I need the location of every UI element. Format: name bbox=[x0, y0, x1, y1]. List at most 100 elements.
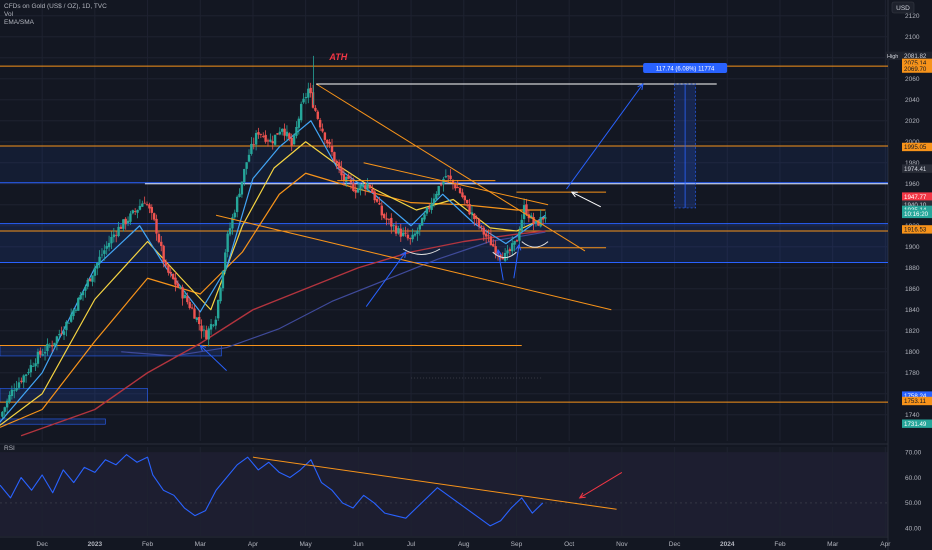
candle-body bbox=[190, 307, 194, 309]
price-label: 1995.05 bbox=[904, 144, 927, 151]
y-tick-label: 1860 bbox=[905, 286, 920, 293]
candle-body bbox=[378, 203, 381, 205]
legend-symbol[interactable]: CFDs on Gold (US$ / OZ), 1D, TVC bbox=[4, 3, 107, 10]
rsi-tick-label: 60.00 bbox=[905, 475, 922, 482]
candle-body bbox=[297, 118, 301, 128]
candle-body bbox=[406, 234, 410, 239]
rsi-title[interactable]: RSI bbox=[4, 445, 15, 452]
candle-body bbox=[447, 175, 450, 177]
candle-body bbox=[307, 88, 310, 98]
candle-body bbox=[243, 169, 246, 183]
arrow-line bbox=[566, 83, 644, 190]
candle-body bbox=[304, 97, 308, 99]
candle-body bbox=[93, 268, 97, 276]
price-label: 1940.10 bbox=[904, 202, 927, 209]
candle-body bbox=[119, 226, 123, 229]
candle-body bbox=[74, 309, 78, 311]
candle-body bbox=[8, 394, 11, 403]
candle-body bbox=[420, 217, 424, 226]
sma-long-line bbox=[121, 231, 546, 357]
candle-body bbox=[43, 352, 47, 354]
price-label: 1731.49 bbox=[904, 421, 927, 428]
candle-body bbox=[390, 217, 393, 227]
price-label-bg bbox=[902, 200, 932, 209]
candle-body bbox=[207, 328, 210, 340]
candle-body bbox=[525, 204, 528, 215]
candle-body bbox=[181, 287, 184, 299]
candle-body bbox=[269, 139, 272, 142]
y-tick-label: 2040 bbox=[905, 97, 920, 104]
candle-body bbox=[281, 128, 284, 132]
drawings[interactable]: 117.74 (6.08%) 11774 ATH bbox=[199, 52, 728, 372]
candle-body bbox=[456, 187, 459, 189]
candle-body bbox=[461, 192, 464, 198]
candle-body bbox=[518, 231, 521, 241]
candle-body bbox=[401, 232, 405, 236]
legend-indicator[interactable]: EMA/SMA bbox=[4, 19, 34, 26]
y-tick-label: 1820 bbox=[905, 328, 920, 335]
x-tick-label: Mar bbox=[195, 541, 207, 548]
candle-body bbox=[39, 350, 42, 355]
candle-body bbox=[435, 193, 438, 200]
candle-body bbox=[145, 204, 149, 205]
candle-body bbox=[202, 329, 206, 331]
candle-body bbox=[110, 236, 113, 244]
trend-line bbox=[315, 83, 586, 252]
candle-body bbox=[176, 283, 180, 288]
price-label-bg bbox=[902, 142, 932, 152]
horizontal-levels bbox=[0, 65, 888, 403]
candle-body bbox=[214, 319, 218, 326]
candle-body bbox=[124, 218, 127, 225]
currency-box bbox=[891, 1, 915, 14]
x-tick-label: Jul bbox=[407, 541, 416, 548]
candle-body bbox=[544, 217, 547, 219]
candle-body bbox=[534, 220, 538, 224]
price-label: 1758.24 bbox=[904, 393, 927, 400]
candle-body bbox=[209, 324, 213, 330]
candle-body bbox=[314, 107, 317, 111]
candle-body bbox=[392, 225, 395, 226]
candle-body bbox=[309, 87, 312, 94]
candle-body bbox=[152, 213, 156, 220]
candle-body bbox=[228, 228, 232, 235]
candle-body bbox=[138, 205, 142, 210]
y-tick-label: 2060 bbox=[905, 76, 920, 83]
candle-body bbox=[20, 380, 23, 382]
candle-body bbox=[323, 132, 327, 140]
swing-arc bbox=[402, 248, 441, 255]
candle-body bbox=[15, 387, 18, 391]
candle-body bbox=[449, 175, 452, 180]
rsi-arrow-line bbox=[579, 472, 623, 499]
arrow-line bbox=[513, 244, 520, 279]
candle-body bbox=[299, 103, 303, 121]
legend-vol[interactable]: Vol bbox=[4, 11, 14, 18]
candle-body bbox=[454, 183, 457, 189]
candle-body bbox=[86, 279, 89, 287]
candle-body bbox=[515, 240, 519, 242]
candle-body bbox=[283, 128, 286, 136]
candle-body bbox=[122, 219, 125, 229]
candle-body bbox=[451, 179, 455, 184]
y-tick-label: 1740 bbox=[905, 412, 920, 419]
candle-body bbox=[50, 345, 54, 347]
high-tag: High bbox=[887, 54, 898, 60]
ath-label: ATH bbox=[328, 52, 347, 62]
candle-body bbox=[91, 275, 94, 282]
candle-body bbox=[115, 234, 118, 236]
candle-body bbox=[439, 184, 443, 186]
candle-body bbox=[212, 324, 215, 326]
candle-body bbox=[345, 176, 348, 183]
price-label-bg bbox=[902, 419, 932, 428]
y-tick-label: 2020 bbox=[905, 118, 920, 125]
candle-body bbox=[53, 342, 56, 346]
candle-body bbox=[117, 226, 120, 237]
price-label: 10:16:20 bbox=[904, 211, 929, 218]
candle-body bbox=[179, 286, 182, 288]
x-tick-label: Mar bbox=[827, 541, 839, 548]
candle-body bbox=[88, 278, 92, 282]
candle-body bbox=[399, 228, 402, 237]
candle-body bbox=[174, 277, 177, 285]
price-label-bg bbox=[902, 209, 932, 219]
arrow-head bbox=[199, 344, 207, 352]
